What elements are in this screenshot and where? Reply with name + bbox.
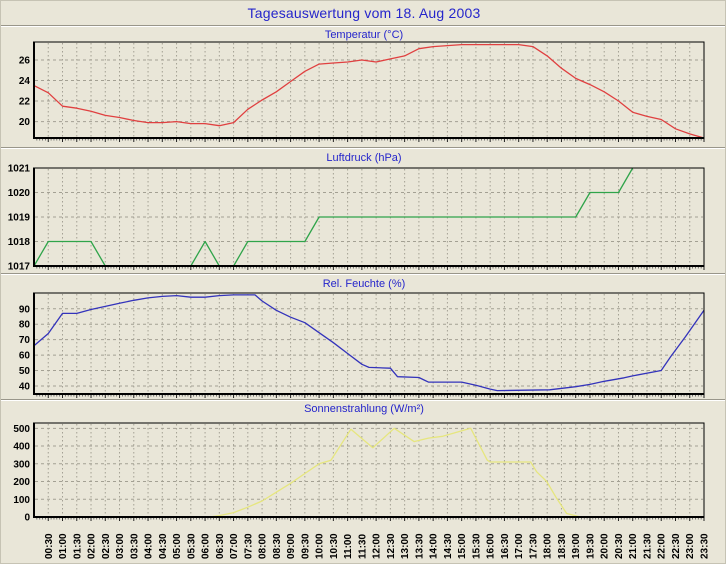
x-tick-label: 10:00 (315, 533, 326, 559)
x-tick-label: 15:00 (457, 533, 468, 559)
plot-frame (33, 422, 705, 518)
chart-title-humidity: Rel. Feuchte (%) (322, 278, 406, 290)
x-tick-label: 16:00 (486, 533, 497, 559)
x-tick-label: 22:30 (671, 533, 682, 559)
x-tick-label: 21:00 (628, 533, 639, 559)
x-tick-label: 13:30 (414, 533, 425, 559)
radiation-y-tick-label: 100 (13, 495, 30, 506)
x-tick-label: 23:00 (685, 533, 696, 559)
x-tick-label: 18:00 (543, 533, 554, 559)
chart-title-temperature: Temperatur (°C) (324, 29, 404, 41)
radiation-line (34, 427, 704, 518)
humidity-line (33, 294, 705, 392)
x-tick-label: 08:00 (258, 533, 269, 559)
separator (1, 25, 725, 27)
radiation-y-tick-label: 300 (13, 459, 30, 470)
temperature-y-tick-label: 22 (19, 97, 31, 108)
x-tick-label: 01:30 (72, 533, 83, 559)
x-tick-label: 16:30 (500, 533, 511, 559)
x-tick-label: 11:00 (343, 534, 354, 559)
x-tick-label: 10:30 (329, 533, 340, 559)
page-title: Tagesauswertung vom 18. Aug 2003 (247, 5, 481, 21)
x-tick-label: 06:30 (215, 533, 226, 559)
separator (1, 147, 725, 149)
temperature-y-tick-label: 20 (19, 117, 31, 128)
x-tick-label: 11:30 (357, 534, 368, 559)
pressure-y-tick-label: 1020 (8, 188, 31, 199)
x-tick-label: 09:30 (300, 533, 311, 559)
humidity-y-tick-label: 40 (19, 381, 31, 392)
pressure-y-tick-label: 1021 (8, 164, 31, 175)
humidity-y-tick-label: 50 (19, 366, 31, 377)
radiation-y-tick-label: 0 (24, 513, 30, 524)
x-tick-label: 12:00 (372, 533, 383, 559)
humidity-y-tick-label: 80 (19, 320, 31, 331)
humidity-y-tick-label: 90 (19, 304, 31, 315)
x-tick-label: 05:00 (172, 533, 183, 559)
x-tick-label: 23:30 (700, 533, 711, 559)
x-tick-label: 00:30 (44, 533, 55, 559)
radiation-y-tick-label: 200 (13, 477, 30, 488)
x-tick-label: 04:00 (144, 533, 155, 559)
temperature-y-tick-label: 26 (19, 55, 31, 66)
plot-frame (33, 41, 705, 139)
pressure-y-tick-label: 1018 (8, 237, 31, 248)
x-tick-label: 02:00 (87, 533, 98, 559)
x-tick-label: 01:00 (58, 533, 69, 559)
x-tick-label: 20:00 (600, 533, 611, 559)
x-tick-label: 04:30 (158, 533, 169, 559)
x-tick-label: 17:30 (528, 533, 539, 559)
x-tick-label: 14:00 (429, 533, 440, 559)
temperature-line (33, 43, 705, 139)
x-tick-label: 20:30 (614, 533, 625, 559)
x-tick-label: 06:00 (201, 533, 212, 559)
x-tick-label: 12:30 (386, 533, 397, 559)
separator (1, 399, 725, 401)
humidity-y-tick-label: 70 (19, 335, 31, 346)
pressure-y-tick-label: 1017 (8, 262, 31, 273)
radiation-y-tick-label: 500 (13, 424, 30, 435)
chart-title-radiation: Sonnenstrahlung (W/m²) (304, 403, 424, 415)
pressure-y-tick-label: 1019 (8, 213, 31, 224)
x-tick-label: 05:30 (186, 533, 197, 559)
x-tick-label: 14:30 (443, 533, 454, 559)
x-tick-label: 19:00 (571, 533, 582, 559)
humidity-y-tick-label: 60 (19, 351, 31, 362)
x-tick-label: 03:00 (115, 533, 126, 559)
x-tick-label: 07:00 (229, 533, 240, 559)
x-tick-label: 13:00 (400, 533, 411, 559)
x-tick-label: 15:30 (471, 533, 482, 559)
radiation-y-tick-label: 400 (13, 442, 30, 453)
x-tick-label: 21:30 (642, 533, 653, 559)
x-tick-label: 22:00 (657, 533, 668, 559)
x-tick-label: 18:30 (557, 533, 568, 559)
x-tick-label: 03:30 (129, 533, 140, 559)
temperature-y-tick-label: 24 (19, 76, 31, 87)
separator (1, 273, 725, 275)
x-tick-label: 02:30 (101, 533, 112, 559)
plot-frame (33, 292, 705, 395)
x-tick-label: 09:00 (286, 533, 297, 559)
x-tick-label: 19:30 (585, 533, 596, 559)
x-tick-label: 07:30 (243, 533, 254, 559)
chart-title-pressure: Luftdruck (hPa) (326, 152, 402, 164)
pressure-line (33, 167, 634, 267)
x-tick-label: 17:00 (514, 533, 525, 559)
x-tick-label: 08:30 (272, 533, 283, 559)
